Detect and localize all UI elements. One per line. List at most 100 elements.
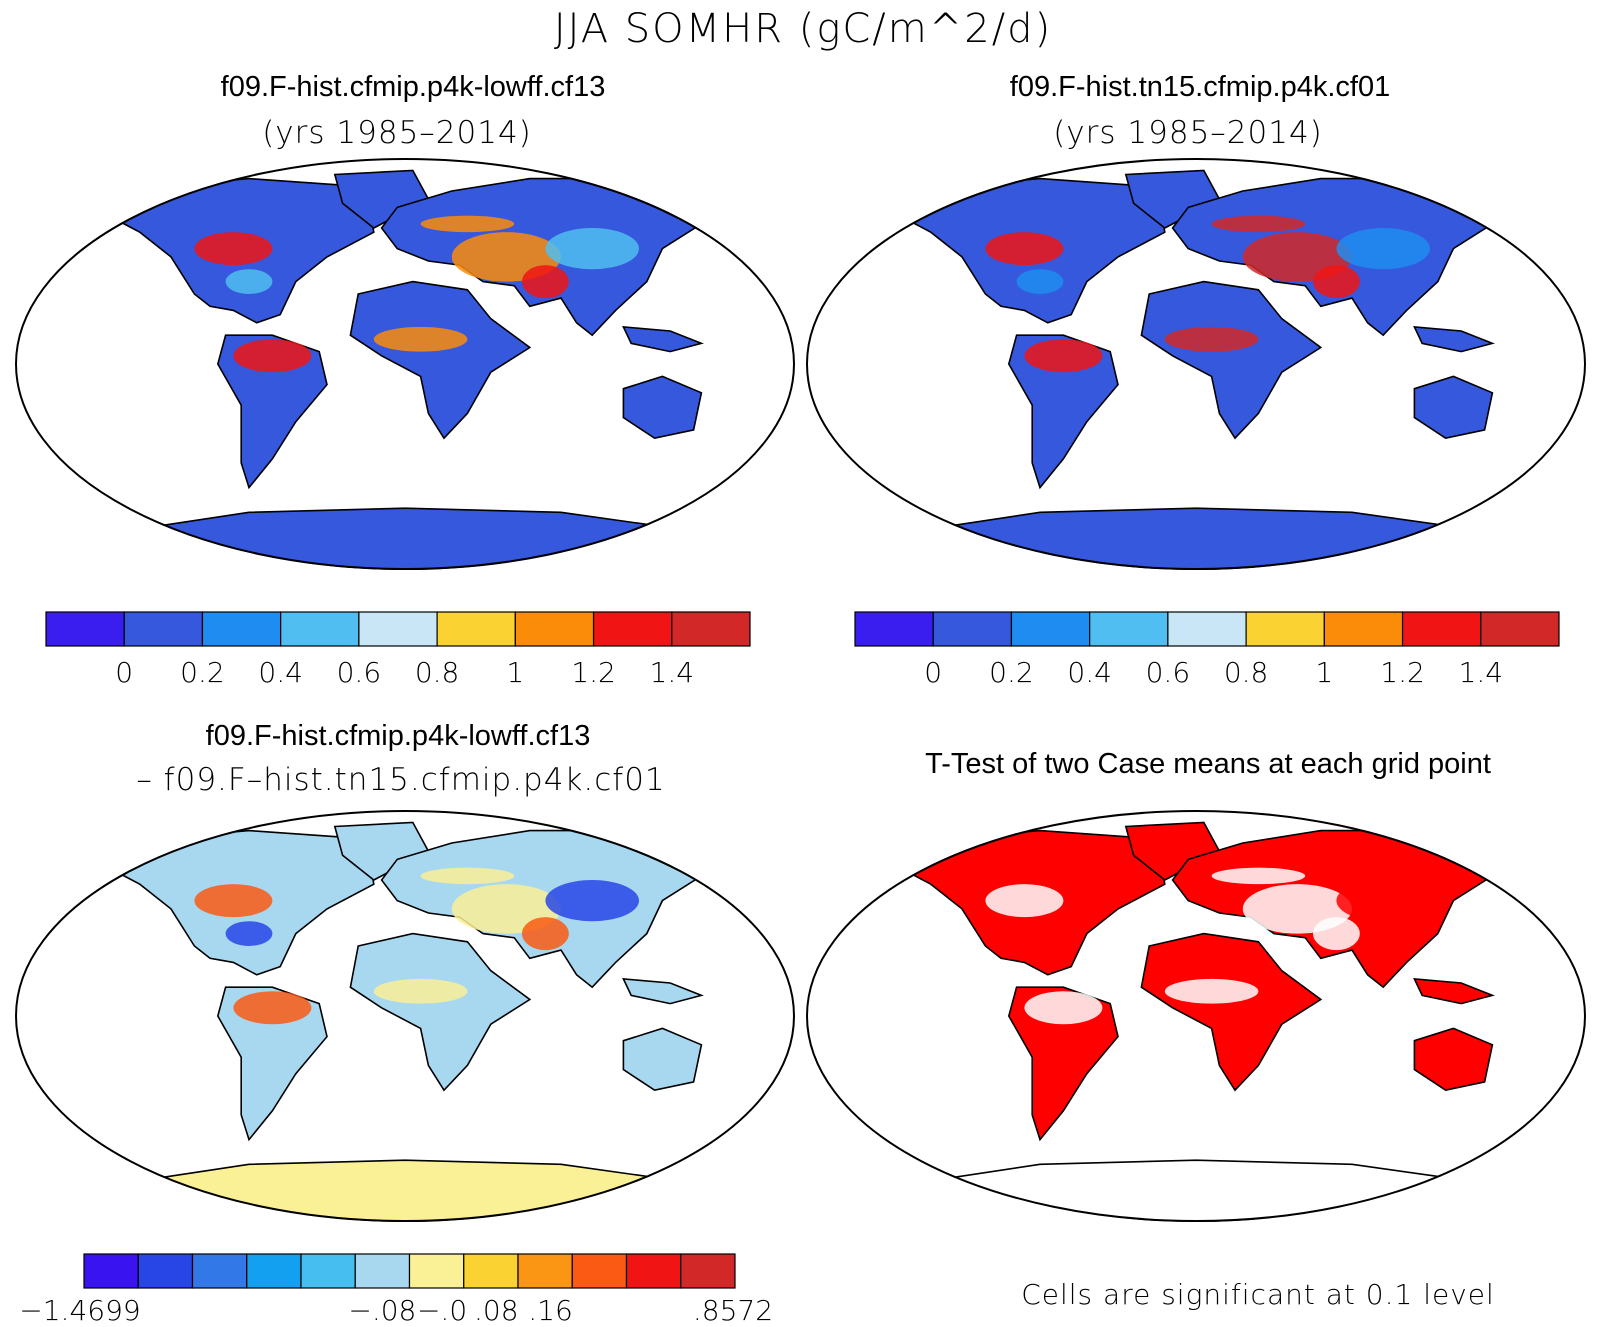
colorbar-box <box>191 1253 248 1289</box>
colorbar-box <box>83 1253 139 1289</box>
map-outline <box>806 158 1586 570</box>
colorbar-box <box>1245 611 1325 647</box>
colorbar-tick-label: 0.8 <box>1224 656 1269 689</box>
value-patch <box>1313 917 1360 951</box>
colorbar-tick-label: 0 <box>115 656 133 689</box>
value-patch <box>1016 921 1064 946</box>
land-africa <box>349 280 532 440</box>
figure-title: JJA SOMHR (gC/m^2/d) <box>553 6 1053 52</box>
panel-2-title: f09.F-hist.tn15.cfmip.p4k.cf01 <box>1009 71 1391 103</box>
colorbar-box <box>1089 611 1169 647</box>
value-patch <box>1024 339 1103 373</box>
colorbar-tick-label: 1 <box>506 656 524 689</box>
colorbar-tick-label: 0.6 <box>1146 656 1191 689</box>
colorbar-box <box>137 1253 194 1289</box>
land-indonesia <box>1413 325 1495 353</box>
colorbar-tick-label: 1.4 <box>650 656 695 689</box>
land-africa <box>349 932 532 1092</box>
land-africa <box>1140 280 1323 440</box>
colorbar-box <box>1323 611 1404 647</box>
colorbar-box <box>571 1253 628 1289</box>
colorbar-box <box>854 611 934 647</box>
value-patch <box>194 884 273 918</box>
value-patch <box>420 867 515 885</box>
colorbar-tick-label: 0.2 <box>180 656 225 689</box>
map-outline <box>15 810 795 1222</box>
value-patch <box>373 326 468 352</box>
value-patch <box>1211 867 1306 885</box>
colorbar-tick-label: .8572 <box>693 1294 773 1327</box>
value-patch <box>225 269 273 294</box>
land-australia <box>622 1027 703 1092</box>
colorbar-box <box>514 611 595 647</box>
land-antarctica <box>928 507 1471 570</box>
value-patch <box>522 265 569 299</box>
colorbar-box <box>1401 611 1482 647</box>
land-indonesia <box>622 325 704 353</box>
land-antarctica <box>928 1159 1471 1222</box>
land-antarctica <box>137 507 680 570</box>
panel-3-subtitle: – f09.F–hist.tn15.cfmip.p4k.cf01 <box>136 762 666 798</box>
colorbar-box <box>408 1253 465 1289</box>
land-africa <box>1140 932 1323 1092</box>
colorbar-box <box>436 611 516 647</box>
land-antarctica <box>137 1159 680 1222</box>
panel-1-subtitle: (yrs 1985–2014) <box>262 115 532 151</box>
map-panel-2 <box>806 158 1586 570</box>
value-patch <box>1336 880 1430 922</box>
value-patch <box>225 921 273 946</box>
colorbar-box <box>280 611 360 647</box>
colorbar-tick-label: 0.2 <box>989 656 1034 689</box>
colorbar-tick-label: 1.4 <box>1459 656 1504 689</box>
value-patch <box>1164 326 1259 352</box>
map-panel-1 <box>15 158 795 570</box>
map-outline <box>806 810 1586 1222</box>
panel-3-title: f09.F-hist.cfmip.p4k-lowff.cf13 <box>205 720 591 752</box>
map-panel-3 <box>15 810 795 1222</box>
colorbar-tick-label: .08 <box>474 1294 519 1327</box>
colorbar-panel-1: 0 0.2 0.4 0.6 0.8 1 1.2 1.4 <box>45 611 751 689</box>
value-patch <box>1164 978 1259 1004</box>
colorbar-box <box>671 611 751 647</box>
colorbar-tick-label: −.08 <box>348 1294 416 1327</box>
value-patch <box>1016 269 1064 294</box>
colorbar-panel-2: 0 0.2 0.4 0.6 0.8 1 1.2 1.4 <box>854 611 1560 689</box>
colorbar-box <box>201 611 282 647</box>
colorbar-tick-label: 1 <box>1315 656 1333 689</box>
colorbar-tick-label: 0.4 <box>1067 656 1112 689</box>
colorbar-box <box>680 1253 736 1289</box>
colorbar-tick-label: 0.8 <box>415 656 460 689</box>
colorbar-tick-label: −1.4699 <box>19 1294 140 1327</box>
colorbar-tick-label: 1.2 <box>571 656 616 689</box>
value-patch <box>1313 265 1360 299</box>
value-patch <box>545 228 639 270</box>
land-indonesia <box>1413 977 1495 1005</box>
colorbar-box <box>517 1253 573 1289</box>
value-patch <box>985 232 1064 266</box>
colorbar-box <box>592 611 673 647</box>
value-patch <box>373 978 468 1004</box>
colorbar-tick-label: 0.6 <box>337 656 382 689</box>
value-patch <box>194 232 273 266</box>
land-australia <box>1413 1027 1494 1092</box>
value-patch <box>522 917 569 951</box>
value-patch <box>545 880 639 922</box>
colorbar-box <box>354 1253 411 1289</box>
colorbar-box <box>246 1253 302 1289</box>
value-patch <box>1024 991 1103 1025</box>
value-patch <box>233 339 312 373</box>
value-patch <box>233 991 312 1025</box>
colorbar-box <box>300 1253 356 1289</box>
panel-1-title: f09.F-hist.cfmip.p4k-lowff.cf13 <box>220 71 606 103</box>
colorbar-tick-label: 1.2 <box>1380 656 1425 689</box>
colorbar-box <box>45 611 125 647</box>
colorbar-box <box>463 1253 519 1289</box>
panel-4-title: T-Test of two Case means at each grid po… <box>925 748 1491 780</box>
colorbar-tick-label: −.0 <box>417 1294 467 1327</box>
colorbar-box <box>1010 611 1091 647</box>
significance-footnote: Cells are significant at 0.1 level <box>1021 1278 1495 1311</box>
colorbar-box <box>1480 611 1560 647</box>
land-australia <box>622 375 703 440</box>
colorbar-box <box>123 611 204 647</box>
map-panel-4 <box>806 810 1586 1222</box>
